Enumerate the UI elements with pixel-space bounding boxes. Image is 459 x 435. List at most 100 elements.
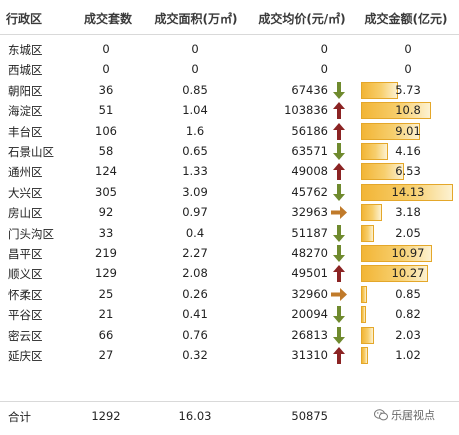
avg-price: 26813: [291, 327, 328, 342]
amount-bar: [361, 245, 433, 262]
deal-count: 219: [95, 246, 117, 260]
district-name: 顺义区: [8, 267, 43, 282]
district-name: 延庆区: [8, 349, 43, 363]
amount-bar: [361, 122, 420, 140]
avg-price: 103836: [284, 103, 328, 118]
district-name: 朝阳区: [8, 83, 43, 98]
district-name: 石景山区: [8, 145, 54, 159]
deal-count: 0: [102, 62, 110, 77]
avg-price: 32963: [291, 205, 328, 220]
district-name: 西城区: [8, 63, 43, 78]
avg-price: 51187: [291, 225, 328, 240]
deal-area: 0.32: [182, 348, 208, 362]
amount-bar: [361, 102, 432, 120]
amount-bar: [361, 143, 389, 160]
trend-down-arrow-icon: [331, 326, 347, 345]
deal-area: 0.97: [182, 205, 208, 220]
deal-amount: 4.16: [395, 144, 421, 158]
watermark-text: 乐居视点: [391, 409, 435, 422]
table-row: 延庆区 27 0.32 31310 1.02: [0, 345, 459, 366]
wechat-icon: [374, 409, 388, 421]
amount-bar: [361, 326, 375, 344]
table-row: 顺义区 129 2.08 49501 10.27: [0, 263, 459, 284]
trend-up-arrow-icon: [331, 122, 347, 141]
deal-count: 106: [95, 123, 117, 138]
district-name: 东城区: [8, 43, 43, 57]
total-price: 50875: [291, 409, 328, 423]
header-count: 成交套数: [83, 12, 132, 26]
deal-count: 21: [98, 307, 114, 322]
deal-amount: 1.02: [395, 348, 421, 362]
trend-up-arrow-icon: [331, 101, 347, 120]
trend-right-arrow-icon: [331, 285, 347, 304]
header-price: 成交均价(元/㎡): [258, 12, 346, 26]
deal-count: 27: [98, 348, 114, 362]
deal-area: 0.41: [182, 307, 208, 322]
deal-amount: 0: [404, 62, 412, 77]
avg-price: 0: [320, 62, 328, 77]
trend-down-arrow-icon: [331, 305, 347, 324]
deal-area: 0.26: [182, 286, 208, 301]
deal-area: 2.27: [182, 246, 208, 260]
district-name: 海淀区: [8, 104, 43, 119]
deal-amount: 14.13: [391, 184, 425, 199]
deal-amount: 3.18: [395, 205, 421, 220]
deal-area: 1.6: [185, 123, 205, 138]
table-row: 门头沟区 33 0.4 51187 2.05: [0, 223, 459, 244]
deal-area: 2.08: [182, 266, 208, 281]
district-name: 房山区: [8, 206, 43, 221]
table-row: 朝阳区 36 0.85 67436 5.73: [0, 80, 459, 101]
table-row: 丰台区 106 1.6 56186 9.01: [0, 121, 459, 142]
table-row: 海淀区 51 1.04 103836 10.8: [0, 100, 459, 121]
trend-up-arrow-icon: [331, 346, 347, 365]
deal-count: 92: [98, 205, 114, 220]
deal-count: 33: [98, 225, 114, 240]
header-district: 行政区: [6, 12, 43, 26]
deal-amount: 0.85: [395, 286, 421, 301]
deal-amount: 10.8: [395, 103, 421, 118]
deal-area: 0.76: [182, 327, 208, 342]
district-name: 密云区: [8, 328, 43, 343]
deal-area: 0.4: [185, 225, 205, 240]
district-name: 通州区: [8, 165, 43, 180]
amount-bar: [361, 183, 453, 201]
amount-bar: [361, 265, 428, 283]
table-row: 石景山区 58 0.65 63571 4.16: [0, 141, 459, 162]
avg-price: 49008: [291, 164, 328, 179]
deal-amount: 9.01: [395, 123, 421, 138]
table-header: 行政区 成交套数 成交面积(万㎡) 成交均价(元/㎡) 成交金额(亿元): [0, 0, 459, 35]
district-name: 怀柔区: [8, 287, 43, 302]
amount-bar: [361, 347, 368, 364]
deal-count: 51: [98, 103, 114, 118]
avg-price: 32960: [291, 286, 328, 301]
trend-down-arrow-icon: [331, 224, 347, 243]
deal-count: 36: [98, 82, 114, 97]
district-name: 昌平区: [8, 247, 43, 261]
trend-down-arrow-icon: [331, 244, 347, 263]
deal-amount: 5.73: [395, 82, 421, 97]
table-row: 密云区 66 0.76 26813 2.03: [0, 325, 459, 346]
district-name: 丰台区: [8, 124, 43, 139]
avg-price: 67436: [291, 82, 328, 97]
header-area: 成交面积(万㎡): [154, 12, 238, 26]
header-amount: 成交金额(亿元): [364, 12, 448, 26]
deal-amount: 0.82: [395, 307, 421, 322]
deal-count: 129: [95, 266, 117, 281]
trend-down-arrow-icon: [331, 81, 347, 100]
amount-bar: [361, 163, 404, 181]
avg-price: 45762: [291, 184, 328, 199]
deal-amount: 2.03: [395, 327, 421, 342]
trend-up-arrow-icon: [331, 264, 347, 283]
deal-amount: 0: [404, 42, 412, 56]
trend-up-arrow-icon: [331, 162, 347, 181]
avg-price: 0: [320, 42, 328, 56]
deal-count: 58: [98, 144, 114, 158]
amount-bar: [361, 285, 367, 303]
total-area: 16.03: [178, 409, 212, 423]
avg-price: 20094: [291, 307, 328, 322]
avg-price: 49501: [291, 266, 328, 281]
deal-amount: 6.53: [395, 164, 421, 179]
trend-right-arrow-icon: [331, 203, 347, 222]
table-row: 通州区 124 1.33 49008 6.53: [0, 161, 459, 182]
deal-area: 0: [191, 42, 199, 56]
